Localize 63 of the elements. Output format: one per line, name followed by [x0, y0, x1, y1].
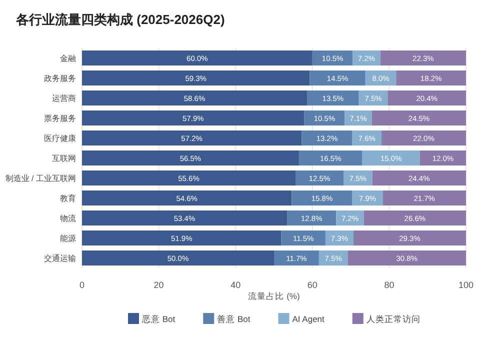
chart-title: 各行业流量四类构成 (2025-2026Q2) — [15, 12, 225, 27]
x-tick-label: 0 — [79, 280, 85, 290]
bar — [353, 230, 466, 246]
y-tick-label: 教育 — [60, 194, 76, 203]
bar — [382, 190, 466, 206]
bar — [362, 150, 420, 166]
y-tick-label: 医疗健康 — [44, 134, 76, 143]
y-tick-label: 交通运输 — [44, 254, 76, 263]
bar — [82, 70, 310, 86]
legend-label: AI Agent — [292, 314, 326, 324]
bar — [336, 210, 364, 226]
x-tick-label: 60 — [307, 280, 318, 290]
bar — [82, 90, 308, 106]
bar — [372, 110, 466, 126]
legend-label: 人类正常访问 — [366, 314, 420, 324]
bar — [364, 210, 466, 226]
x-tick-label: 100 — [458, 280, 474, 290]
bar — [352, 50, 380, 66]
bar — [348, 250, 466, 266]
legend-label: 恶意 Bot — [141, 314, 176, 324]
bar — [287, 210, 336, 226]
bar — [380, 50, 466, 66]
bar — [396, 70, 466, 86]
bar — [82, 130, 302, 146]
bar — [82, 150, 299, 166]
bar — [82, 210, 288, 226]
bar — [281, 230, 326, 246]
y-tick-label: 金融 — [60, 54, 76, 63]
bar — [296, 170, 344, 186]
bar — [82, 170, 296, 186]
bar — [372, 170, 466, 186]
y-tick-label: 能源 — [60, 234, 76, 243]
bar — [388, 90, 466, 106]
bar — [82, 190, 292, 206]
bar — [82, 250, 274, 266]
x-tick-label: 40 — [230, 280, 241, 290]
legend-item: 恶意 Bot — [128, 313, 176, 324]
bar — [82, 110, 304, 126]
bar — [344, 110, 372, 126]
x-tick-label: 20 — [154, 280, 164, 290]
x-axis-title: 流量占比 (%) — [248, 291, 300, 301]
legend-item: AI Agent — [278, 313, 324, 324]
bar — [82, 230, 282, 246]
y-tick-label: 运营商 — [52, 94, 76, 103]
bar — [82, 50, 312, 66]
y-tick-label: 互联网 — [52, 154, 76, 163]
y-tick-label: 票务服务 — [44, 114, 76, 123]
legend-label: 善意 Bot — [217, 314, 251, 324]
bar — [298, 150, 362, 166]
bar — [420, 150, 466, 166]
bar — [307, 90, 359, 106]
y-tick-label: 物流 — [60, 214, 76, 223]
bar — [292, 190, 352, 206]
legend-item: 人类正常访问 — [352, 313, 420, 324]
bar — [344, 170, 372, 186]
x-tick-label: 80 — [384, 280, 394, 290]
bar — [382, 130, 466, 146]
bar — [310, 70, 366, 86]
legend-item: 善意 Bot — [203, 313, 250, 324]
bar — [302, 130, 352, 146]
bar — [274, 250, 319, 266]
y-tick-label: 政务服务 — [44, 74, 76, 83]
y-tick-label: 制造业 / 工业互联网 — [5, 174, 76, 183]
